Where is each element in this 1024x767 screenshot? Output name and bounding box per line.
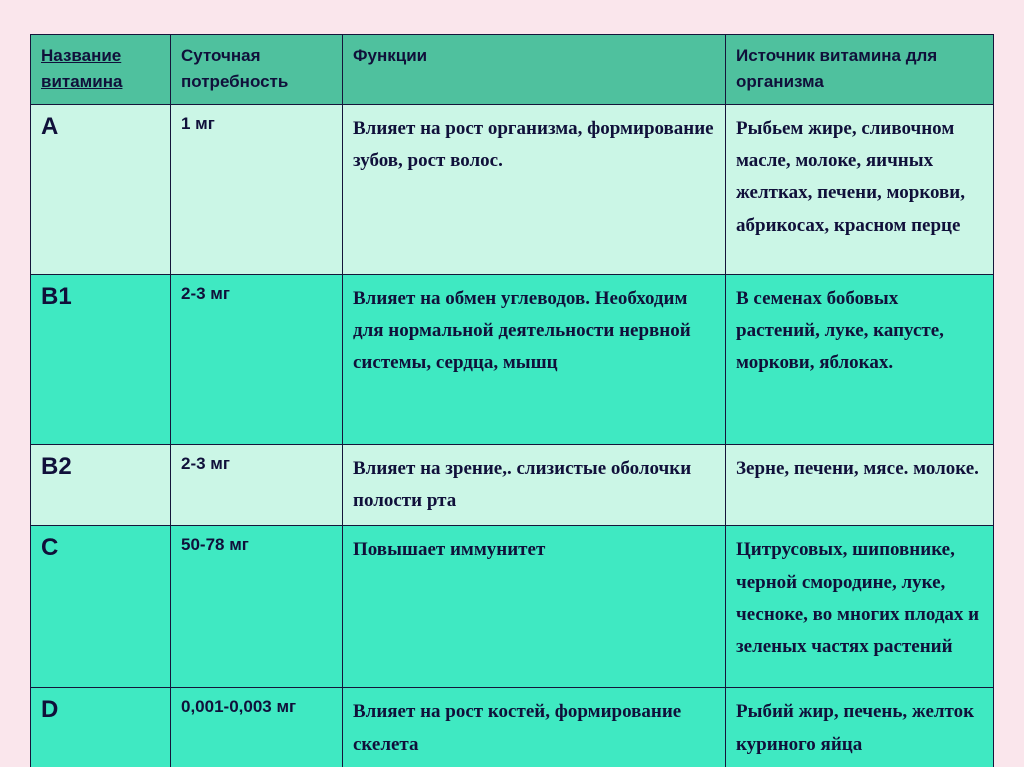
functions-text: Влияет на рост костей, формирование скел… xyxy=(342,687,726,767)
daily-need-value: 1 мг xyxy=(170,103,343,275)
daily-need-value: 2-3 мг xyxy=(170,443,343,527)
header-daily-need: Суточная потребность xyxy=(170,34,343,105)
vitamin-letter: B1 xyxy=(30,273,171,445)
sources-text: Цитрусовых, шиповнике, черной смородине,… xyxy=(725,525,994,689)
table-row-vitamin-a: A 1 мг Влияет на рост организма, формиро… xyxy=(30,103,994,275)
vitamin-table: Название витамина Суточная потребность Ф… xyxy=(30,34,994,767)
table-row-vitamin-b2: B2 2-3 мг Влияет на зрение,. слизистые о… xyxy=(30,443,994,527)
header-vitamin-name: Название витамина xyxy=(30,34,171,105)
functions-text: Повышает иммунитет xyxy=(342,525,726,689)
daily-need-value: 50-78 мг xyxy=(170,525,343,689)
table-row-vitamin-b1: B1 2-3 мг Влияет на обмен углеводов. Нео… xyxy=(30,273,994,445)
vitamin-letter: A xyxy=(30,103,171,275)
functions-text: Влияет на рост организма, формирование з… xyxy=(342,103,726,275)
functions-text: Влияет на зрение,. слизистые оболочки по… xyxy=(342,443,726,527)
sources-text: Рыбьем жире, сливочном масле, молоке, яи… xyxy=(725,103,994,275)
table-row-vitamin-c: C 50-78 мг Повышает иммунитет Цитрусовых… xyxy=(30,525,994,689)
vitamin-letter: C xyxy=(30,525,171,689)
vitamin-letter: B2 xyxy=(30,443,171,527)
daily-need-value: 2-3 мг xyxy=(170,273,343,445)
header-functions: Функции xyxy=(342,34,726,105)
sources-text: Рыбий жир, печень, желток куриного яйца xyxy=(725,687,994,767)
table-row-vitamin-d: D 0,001-0,003 мг Влияет на рост костей, … xyxy=(30,687,994,767)
header-sources: Источник витамина для организма xyxy=(725,34,994,105)
functions-text: Влияет на обмен углеводов. Необходим для… xyxy=(342,273,726,445)
vitamin-letter: D xyxy=(30,687,171,767)
table-header-row: Название витамина Суточная потребность Ф… xyxy=(30,34,994,105)
daily-need-value: 0,001-0,003 мг xyxy=(170,687,343,767)
sources-text: Зерне, печени, мясе. молоке. xyxy=(725,443,994,527)
sources-text: В семенах бобовых растений, луке, капуст… xyxy=(725,273,994,445)
